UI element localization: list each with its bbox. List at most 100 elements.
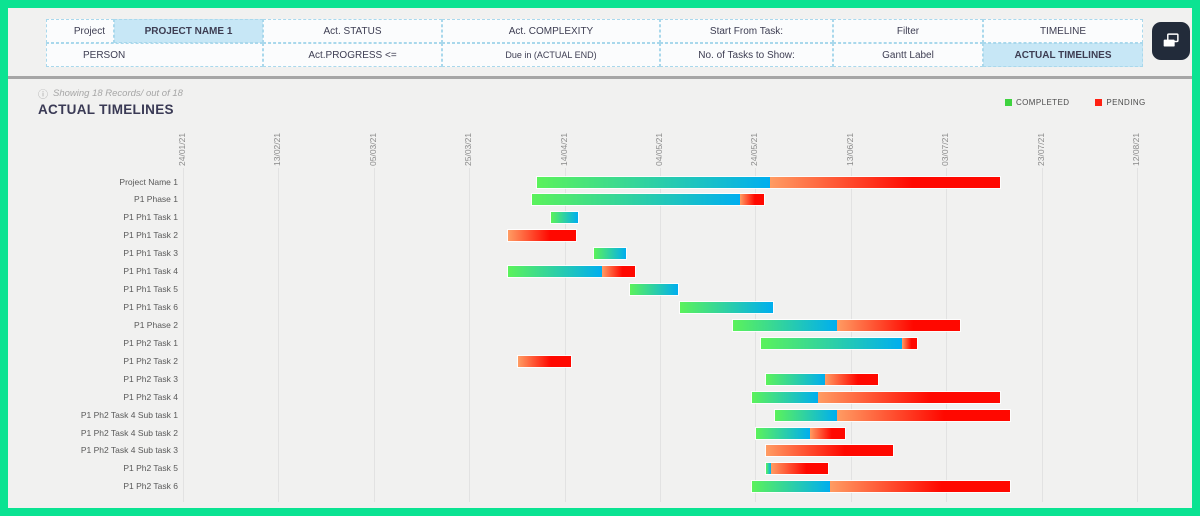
slides-icon xyxy=(1160,30,1182,52)
completed-segment xyxy=(536,176,770,188)
pending-segment xyxy=(836,409,1010,421)
info-icon: ⓘ xyxy=(38,90,48,101)
filter-label: Filter xyxy=(833,19,983,43)
pending-segment xyxy=(902,337,917,349)
gantt-bar xyxy=(507,265,637,279)
legend-completed-label: COMPLETED xyxy=(1016,98,1070,107)
gantt-bar xyxy=(507,229,577,243)
project-label: Project xyxy=(46,19,114,43)
gantt-chart: 24/01/21 13/02/21 05/03/21 25/03/21 14/04/21… xyxy=(8,8,1192,508)
axis-tick-label: 13/02/21 xyxy=(272,132,283,166)
pending-segment xyxy=(740,194,764,206)
filter-bar: Project PROJECT NAME 1 Act. STATUS Act. … xyxy=(46,19,1143,67)
records-text: Showing 18 Records/ out of 18 xyxy=(53,88,183,99)
gantt-bar xyxy=(750,480,1011,494)
completed-segment xyxy=(765,373,825,385)
gridline xyxy=(755,168,757,502)
header-divider xyxy=(8,76,1192,79)
axis-tick-label: 24/01/21 xyxy=(177,132,187,166)
gridline xyxy=(850,168,852,502)
completed-segment xyxy=(680,302,774,313)
slides-button[interactable] xyxy=(1152,22,1190,60)
gridline xyxy=(1137,168,1138,502)
pending-segment xyxy=(517,355,571,367)
completed-segment xyxy=(551,212,578,224)
timeline-view-button[interactable]: TIMELINE xyxy=(983,19,1143,43)
gridline xyxy=(373,168,375,502)
pending-segment xyxy=(602,266,636,278)
task-label: P1 Phase 1 xyxy=(134,194,178,205)
completed-swatch xyxy=(1005,99,1012,106)
person-filter[interactable]: PERSON xyxy=(46,43,263,67)
task-label: P1 Ph1 Task 6 xyxy=(123,302,178,312)
gantt-bar xyxy=(628,283,680,297)
axis-tick-label: 04/05/21 xyxy=(654,132,664,166)
gridline xyxy=(469,168,471,502)
axis-tick-label: 13/06/21 xyxy=(844,132,855,166)
gridline xyxy=(183,168,184,502)
records-status: ⓘ Showing 18 Records/ out of 18 xyxy=(38,86,183,101)
task-label: P1 Ph1 Task 2 xyxy=(123,230,178,241)
gantt-bar xyxy=(764,444,894,458)
legend-pending-label: PENDING xyxy=(1106,98,1146,107)
pending-swatch xyxy=(1095,99,1103,106)
gantt-bar xyxy=(550,211,579,225)
gantt-label-toggle[interactable]: Gantt Label xyxy=(833,43,983,67)
gantt-dashboard: Project PROJECT NAME 1 Act. STATUS Act. … xyxy=(8,8,1192,508)
gantt-bar xyxy=(764,462,830,476)
axis-tick-label: 24/05/21 xyxy=(749,132,760,166)
task-label: P1 Ph1 Task 5 xyxy=(123,284,178,295)
actual-timelines-view-button[interactable]: ACTUAL TIMELINES xyxy=(983,43,1143,67)
axis-tick-label: 05/03/21 xyxy=(367,132,378,166)
completed-segment xyxy=(756,427,811,439)
project-name-select[interactable]: PROJECT NAME 1 xyxy=(114,19,263,43)
gantt-bar xyxy=(774,408,1011,422)
axis-tick-label: 12/08/21 xyxy=(1131,132,1141,166)
pending-segment xyxy=(829,481,1010,493)
no-of-tasks-input[interactable]: No. of Tasks to Show: xyxy=(660,43,833,67)
gantt-bar xyxy=(760,336,918,350)
pending-segment xyxy=(836,319,960,331)
task-label: P1 Ph2 Task 4 Sub task 3 xyxy=(80,445,178,456)
gantt-bar xyxy=(535,175,1002,189)
gantt-bar xyxy=(750,390,1002,404)
gantt-bar xyxy=(755,426,847,440)
task-label: Project Name 1 xyxy=(119,176,178,187)
task-label: P1 Phase 2 xyxy=(134,319,178,330)
axis-tick-label: 25/03/21 xyxy=(463,132,474,166)
gantt-bar xyxy=(531,193,765,207)
legend-item-pending: PENDING xyxy=(1095,98,1145,107)
axis-tick-label: 14/04/21 xyxy=(558,132,569,166)
gridline xyxy=(564,168,566,502)
pending-segment xyxy=(508,230,576,242)
completed-segment xyxy=(629,284,679,296)
completed-segment xyxy=(751,481,830,493)
completed-segment xyxy=(751,391,818,403)
completed-segment xyxy=(775,409,837,421)
pending-segment xyxy=(810,427,846,439)
task-label: P1 Ph2 Task 3 xyxy=(123,373,178,384)
pending-segment xyxy=(770,463,829,475)
task-label: P1 Ph2 Task 1 xyxy=(123,337,178,348)
due-in-filter[interactable]: Due in (ACTUAL END) xyxy=(442,43,660,67)
completed-segment xyxy=(594,248,626,260)
task-label: P1 Ph2 Task 4 xyxy=(123,391,178,402)
task-label: P1 Ph2 Task 5 xyxy=(123,463,178,474)
task-label: P1 Ph1 Task 4 xyxy=(123,266,178,277)
start-from-task-input[interactable]: Start From Task: xyxy=(660,19,833,43)
completed-segment xyxy=(532,194,741,206)
page-title: ACTUAL TIMELINES xyxy=(38,102,174,117)
gantt-bar xyxy=(516,354,572,368)
gridline xyxy=(946,168,948,502)
task-label: P1 Ph1 Task 1 xyxy=(123,212,178,223)
completed-segment xyxy=(765,463,771,475)
axis-tick-label: 03/07/21 xyxy=(940,132,951,166)
gantt-bar xyxy=(764,372,880,386)
act-status-filter[interactable]: Act. STATUS xyxy=(263,19,442,43)
pending-segment xyxy=(769,176,1001,188)
act-progress-filter[interactable]: Act.PROGRESS <= xyxy=(263,43,442,67)
completed-segment xyxy=(761,337,903,349)
completed-segment xyxy=(732,319,837,331)
task-label: P1 Ph2 Task 6 xyxy=(123,481,178,492)
act-complexity-filter[interactable]: Act. COMPLEXITY xyxy=(442,19,660,43)
